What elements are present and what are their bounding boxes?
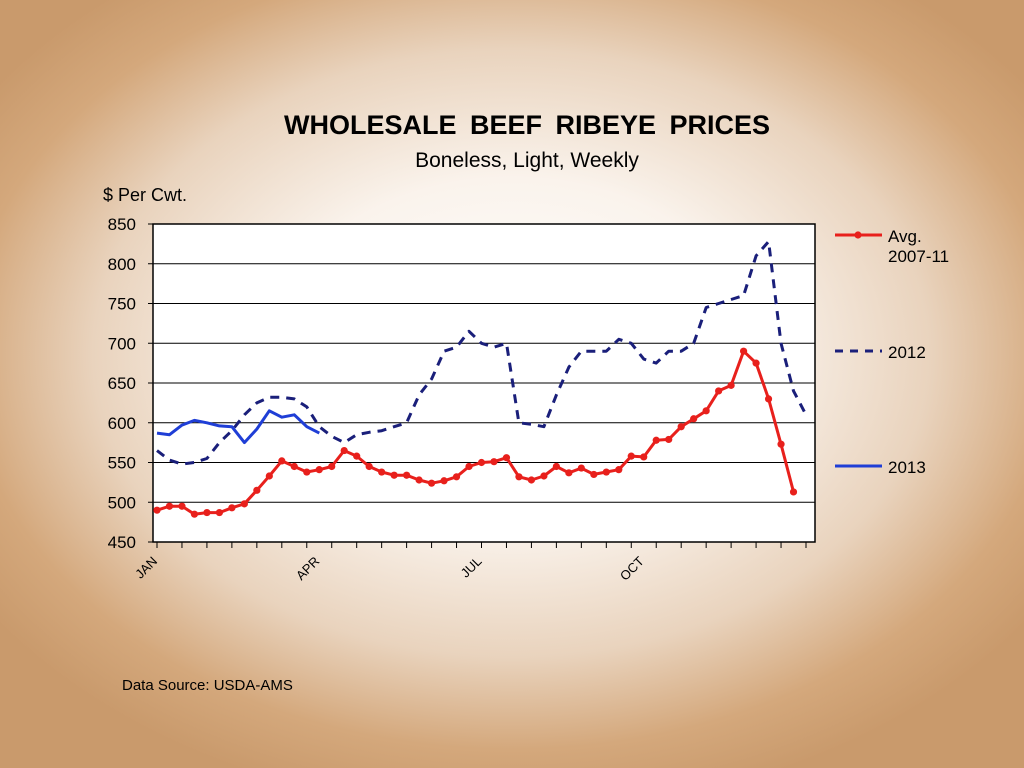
legend-label: 2013: [888, 458, 926, 477]
data-point: [440, 477, 448, 485]
legend-label: Avg. 2007-11: [888, 227, 949, 266]
data-point: [665, 435, 673, 444]
data-point: [789, 488, 798, 496]
y-tick-label: 800: [108, 255, 136, 274]
legend-label: 2012: [888, 343, 926, 362]
x-axis-ticks: JAN APR JUL OCT: [132, 542, 807, 584]
y-tick-label: 750: [108, 295, 136, 314]
data-point: [540, 472, 548, 480]
data-point: [577, 464, 585, 472]
y-tick-label: 500: [108, 493, 136, 512]
data-point: [340, 446, 348, 455]
y-tick-label: 600: [108, 414, 136, 433]
legend: Avg. 2007-11 2012 2013: [835, 227, 949, 477]
data-point: [690, 415, 698, 423]
data-point: [502, 454, 511, 462]
chart-subtitle: Boneless, Light, Weekly: [415, 149, 639, 172]
data-point: [415, 476, 423, 484]
series-line-2013: [156, 409, 320, 445]
gridlines: [153, 263, 815, 503]
series-group: [153, 240, 808, 518]
data-point: [640, 453, 648, 461]
data-point: [627, 452, 635, 460]
data-point: [315, 466, 323, 474]
data-point: [303, 468, 311, 476]
y-tick-label: 450: [108, 533, 136, 552]
data-point: [228, 504, 236, 512]
data-point: [752, 359, 760, 367]
data-point: [215, 508, 224, 517]
y-axis-label: $ Per Cwt.: [103, 185, 188, 205]
data-point: [527, 476, 536, 484]
y-tick-label: 700: [108, 334, 136, 353]
data-point: [390, 471, 398, 479]
data-point: [615, 466, 623, 474]
data-point: [515, 473, 523, 481]
data-point: [203, 508, 211, 517]
data-point: [702, 407, 710, 415]
series-line-avg: [156, 349, 795, 516]
data-point: [178, 502, 186, 510]
data-point: [764, 395, 773, 403]
data-point: [777, 440, 785, 448]
data-point: [552, 462, 560, 471]
data-point: [153, 506, 161, 514]
data-point: [265, 472, 273, 480]
x-tick-label: APR: [293, 554, 323, 584]
y-tick-label: 650: [108, 374, 136, 393]
data-point: [652, 436, 660, 444]
data-point: [465, 462, 473, 471]
data-point: [290, 462, 298, 471]
data-point: [427, 479, 436, 487]
data-point: [715, 387, 723, 395]
x-tick-label: JAN: [132, 554, 160, 582]
data-point: [590, 470, 598, 479]
data-point: [253, 486, 261, 494]
data-point: [403, 471, 411, 479]
data-point: [565, 469, 573, 477]
data-point: [452, 473, 461, 481]
chart-title: WHOLESALE BEEF RIBEYE PRICES: [283, 110, 771, 140]
data-point: [727, 381, 735, 389]
series-line-2012: [156, 240, 808, 466]
data-point: [477, 458, 486, 467]
y-tick-label: 850: [108, 215, 136, 234]
data-point: [378, 468, 386, 476]
data-point: [190, 510, 199, 518]
data-point: [165, 502, 174, 510]
data-point: [677, 423, 685, 431]
data-point: [365, 462, 373, 471]
data-point: [240, 500, 248, 508]
data-point: [353, 452, 361, 460]
x-tick-label: JUL: [458, 554, 485, 581]
data-point: [278, 457, 286, 465]
data-point: [328, 462, 336, 471]
legend-marker: [854, 231, 862, 239]
data-point: [739, 347, 748, 355]
x-tick-label: OCT: [617, 553, 647, 583]
data-point: [602, 468, 610, 476]
y-axis-ticks: 450 500 550 600 650 700 750 800 850: [108, 215, 153, 552]
data-point: [490, 458, 498, 466]
data-source: Data Source: USDA-AMS: [122, 677, 293, 694]
y-tick-label: 550: [108, 454, 136, 473]
